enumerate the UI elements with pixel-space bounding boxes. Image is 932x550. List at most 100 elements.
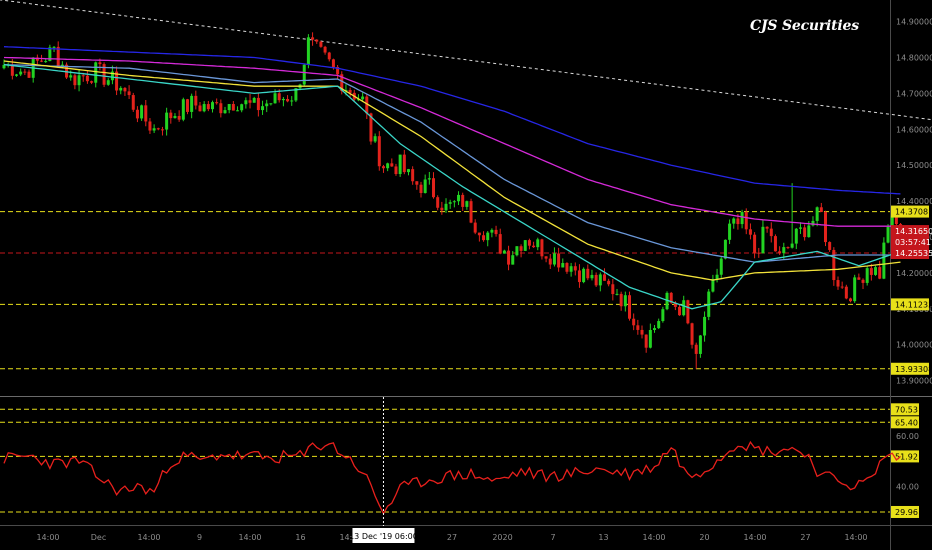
rsi-level-text: 51.92 — [895, 452, 918, 461]
candle-body — [290, 100, 294, 102]
candle-body — [115, 71, 119, 91]
candle-body — [10, 64, 14, 76]
candle-body — [798, 227, 802, 229]
candle-body — [753, 234, 757, 253]
candle-body — [381, 166, 385, 169]
time-tick-label: 14:00 — [137, 533, 160, 542]
price-label-bg — [891, 362, 929, 375]
time-tick-label: 27 — [447, 533, 457, 542]
candle-body — [573, 266, 577, 271]
candle-body — [673, 302, 677, 307]
candle-body — [365, 96, 369, 114]
candle-body — [206, 104, 210, 110]
candle-body — [94, 62, 98, 83]
candle-body — [432, 178, 436, 198]
candle-body — [386, 163, 390, 169]
candle-body — [815, 207, 819, 221]
price-label: 14.11233 — [891, 298, 932, 311]
candle-body — [628, 295, 631, 319]
price-label: 13.93308 — [891, 362, 932, 375]
candle-body — [711, 278, 715, 292]
candle-body — [861, 279, 865, 283]
candle-body — [377, 136, 381, 167]
candle-body — [869, 268, 873, 275]
candle-body — [265, 103, 269, 107]
price-label-text: 13.93308 — [895, 365, 932, 374]
candle-body — [423, 179, 427, 194]
candle-body — [123, 87, 127, 92]
candle-body — [507, 250, 511, 265]
candle-body — [294, 88, 298, 101]
candle-body — [736, 218, 740, 225]
time-tick-label: 14:00 — [339, 533, 362, 542]
rsi-tick-label: 60.00 — [896, 432, 919, 441]
moving-average-ma_slow2[interactable] — [3, 63, 901, 263]
candle-body — [765, 226, 769, 229]
candle-body — [102, 64, 106, 85]
candle-body — [723, 239, 727, 259]
rsi-tick-label: 40.00 — [896, 483, 919, 492]
candle-body — [698, 335, 702, 354]
candle-body — [319, 41, 323, 47]
candle-body — [853, 277, 857, 302]
trendline[interactable] — [0, 0, 932, 158]
candle-body — [803, 227, 807, 238]
moving-average-ma_fast[interactable] — [3, 63, 901, 310]
candle-body — [878, 267, 882, 279]
candle-body — [73, 75, 77, 86]
candle-body — [219, 103, 223, 114]
candle-body — [85, 75, 89, 82]
candle-body — [594, 274, 598, 286]
candle-body — [148, 121, 152, 131]
candle-body — [323, 46, 327, 53]
candle-body — [823, 212, 827, 243]
rsi-line[interactable] — [3, 440, 901, 515]
candle-body — [15, 74, 19, 76]
candle-body — [336, 67, 340, 75]
candle-body — [648, 329, 652, 348]
time-tick-label: 16 — [295, 533, 305, 542]
candle-body — [882, 242, 886, 279]
price-label: 03:57:41 — [891, 236, 931, 249]
price-tick-label: 14.50000 — [896, 161, 932, 170]
time-tick-label: 14:00 — [642, 533, 665, 542]
moving-average-ma_slow3[interactable] — [3, 56, 901, 227]
candle-body — [653, 328, 657, 330]
rsi-level-text: 29.96 — [895, 508, 918, 517]
crosshair-date-bg — [352, 528, 415, 543]
candle-body — [19, 71, 23, 75]
candle-body — [782, 247, 786, 254]
candle-body — [636, 325, 640, 330]
candle-body — [194, 95, 198, 106]
candle-body — [686, 300, 690, 324]
candle-body — [773, 236, 777, 252]
candle-body — [890, 215, 894, 227]
candle-body — [757, 252, 761, 254]
time-tick-label: Dec — [91, 533, 106, 542]
candle-body — [527, 240, 531, 246]
moving-average-ma_slow1[interactable] — [3, 60, 901, 281]
candle-body — [490, 229, 494, 233]
time-tick-label: 14:00 — [844, 533, 867, 542]
candle-body — [515, 246, 519, 256]
candle-body — [119, 87, 123, 91]
price-label-text: 14.37081 — [895, 208, 932, 217]
moving-average-ma_slow4[interactable] — [3, 46, 901, 195]
candle-body — [144, 105, 148, 122]
rsi-level-bg — [891, 403, 919, 416]
candle-body — [703, 316, 707, 336]
candle-body — [465, 201, 469, 207]
time-tick-label: 14:00 — [36, 533, 59, 542]
candle-body — [590, 274, 594, 279]
candle-body — [719, 258, 723, 275]
price-tick-label: 14.80000 — [896, 53, 932, 62]
time-tick-label: 9 — [197, 533, 202, 542]
candle-body — [607, 280, 611, 285]
price-tick-label: 14.70000 — [896, 89, 932, 98]
crosshair-date-text: 13 Dec '19 06:00 — [349, 532, 418, 541]
candle-body — [632, 318, 636, 326]
candle-body — [640, 329, 644, 335]
candle-body — [586, 268, 590, 279]
